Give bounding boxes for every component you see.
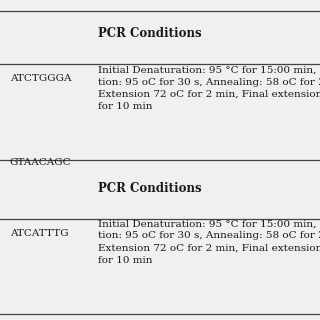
Text: ATCTGGGA: ATCTGGGA <box>10 74 71 83</box>
Text: ATCATTTG: ATCATTTG <box>10 229 68 238</box>
Text: Initial Denaturation: 95 °C for 15:00 min, Den-
tion: 95 oC for 30 s, Annealing:: Initial Denaturation: 95 °C for 15:00 mi… <box>98 219 320 265</box>
Text: GTAACAGC: GTAACAGC <box>10 158 71 167</box>
Text: Initial Denaturation: 95 °C for 15:00 min, Den-
tion: 95 oC for 30 s, Annealing:: Initial Denaturation: 95 °C for 15:00 mi… <box>98 66 320 111</box>
Text: PCR Conditions: PCR Conditions <box>98 182 201 195</box>
Text: PCR Conditions: PCR Conditions <box>98 27 201 40</box>
